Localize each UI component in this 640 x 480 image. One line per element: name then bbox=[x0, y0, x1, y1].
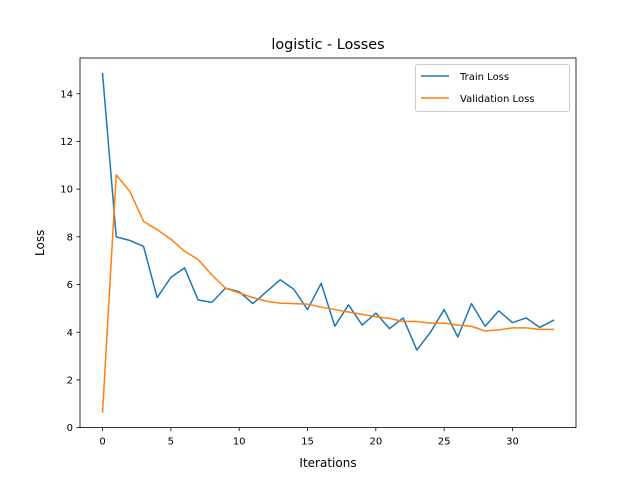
x-ticks: 0 5 10 15 20 25 30 bbox=[99, 427, 519, 448]
y-tick-label: 6 bbox=[67, 280, 73, 291]
y-tick-label: 4 bbox=[67, 328, 73, 339]
y-tick-label: 2 bbox=[67, 376, 73, 387]
x-tick-label: 0 bbox=[99, 437, 105, 448]
axes-background bbox=[80, 58, 576, 428]
x-tick-label: 25 bbox=[438, 437, 451, 448]
series-line-1 bbox=[101, 174, 555, 413]
series-line-0 bbox=[101, 72, 555, 351]
x-tick-label: 30 bbox=[506, 437, 519, 448]
y-tick-label: 12 bbox=[60, 137, 73, 148]
y-ticks: 0 2 4 6 8 10 12 14 bbox=[60, 89, 80, 434]
y-tick-label: 10 bbox=[60, 185, 73, 196]
legend-label-1: Validation Loss bbox=[460, 94, 535, 105]
axes-frame bbox=[79, 57, 577, 429]
x-tick-label: 15 bbox=[301, 437, 314, 448]
x-tick-label: 10 bbox=[233, 437, 246, 448]
chart-title: logistic - Losses bbox=[271, 37, 384, 53]
legend-box bbox=[415, 64, 570, 112]
x-tick-label: 20 bbox=[369, 437, 382, 448]
y-axis-label: Loss bbox=[33, 230, 47, 256]
series-lines bbox=[101, 72, 555, 413]
x-tick-label: 5 bbox=[168, 437, 174, 448]
plot-area: 0 5 10 15 20 25 30 0 2 4 6 8 10 12 14 bbox=[60, 57, 577, 448]
legend-label-0: Train Loss bbox=[459, 72, 509, 83]
y-tick-label: 14 bbox=[60, 89, 73, 100]
y-tick-label: 8 bbox=[67, 232, 73, 243]
x-axis-label: Iterations bbox=[299, 456, 356, 470]
legend: Train Loss Validation Loss bbox=[415, 64, 570, 112]
y-tick-label: 0 bbox=[67, 423, 73, 434]
